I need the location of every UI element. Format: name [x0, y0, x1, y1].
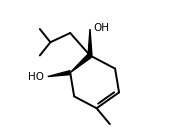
Polygon shape	[48, 71, 71, 77]
Polygon shape	[70, 54, 92, 73]
Text: OH: OH	[93, 23, 109, 33]
Text: HO: HO	[28, 72, 44, 82]
Polygon shape	[88, 29, 92, 55]
